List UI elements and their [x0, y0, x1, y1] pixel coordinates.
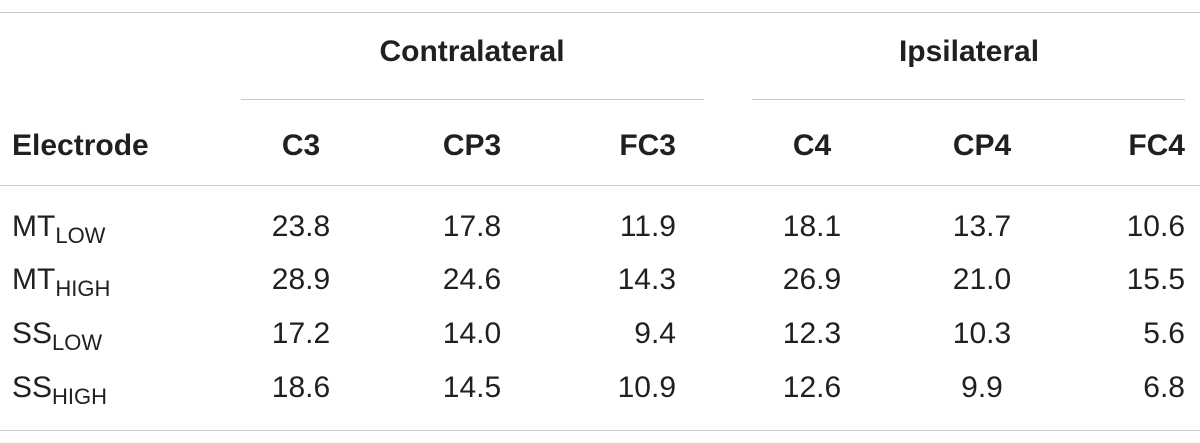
cell-cp4: 13.7 [952, 210, 1012, 243]
row-label-subscript: LOW [55, 223, 106, 248]
group-header-contralateral: Contralateral [379, 35, 565, 68]
column-header-electrode: Electrode [12, 129, 149, 162]
row-label-main: SS [12, 317, 53, 350]
column-header-c3: C3 [281, 129, 321, 162]
cell-cp3: 14.5 [442, 371, 502, 404]
cell-cp3: 17.8 [442, 210, 502, 243]
column-header-cp3: CP3 [442, 129, 502, 162]
cell-c4: 26.9 [782, 263, 842, 296]
cell-fc4: 10.6 [1126, 210, 1185, 243]
cell-c3: 23.8 [271, 210, 331, 243]
row-label-main: MT [12, 210, 56, 243]
row-label: MTLOW [12, 209, 106, 248]
cell-cp3: 24.6 [442, 263, 502, 296]
cell-c4: 12.6 [782, 371, 842, 404]
row-label: SSLOW [12, 316, 103, 355]
row-label: SSHIGH [12, 370, 108, 409]
ipsilateral-group-rule [752, 99, 1185, 100]
cell-cp4: 9.9 [961, 371, 1003, 404]
cell-c4: 18.1 [782, 210, 842, 243]
cell-c3: 18.6 [271, 371, 331, 404]
row-label-main: SS [12, 371, 53, 404]
table-bottom-rule [0, 430, 1200, 431]
column-header-fc3: FC3 [619, 129, 676, 162]
cell-fc4: 6.8 [1143, 371, 1185, 404]
column-header-fc4: FC4 [1128, 129, 1185, 162]
cell-cp4: 10.3 [952, 317, 1012, 350]
cell-cp4: 21.0 [952, 263, 1012, 296]
column-header-cp4: CP4 [952, 129, 1012, 162]
column-header-c4: C4 [792, 129, 832, 162]
cell-fc3: 11.9 [619, 210, 676, 243]
cell-c3: 17.2 [271, 317, 331, 350]
cell-fc3: 10.9 [617, 371, 676, 404]
cell-c4: 12.3 [782, 317, 842, 350]
cell-fc3: 9.4 [634, 317, 676, 350]
row-label-subscript: LOW [52, 330, 103, 355]
header-bottom-rule [0, 185, 1200, 186]
cell-cp3: 14.0 [442, 317, 502, 350]
cell-fc4: 15.5 [1126, 263, 1185, 296]
row-label-subscript: HIGH [52, 384, 108, 409]
group-header-ipsilateral: Ipsilateral [898, 35, 1040, 68]
table-top-rule [0, 12, 1200, 13]
contralateral-group-rule [241, 99, 704, 100]
cell-c3: 28.9 [271, 263, 331, 296]
cell-fc3: 14.3 [617, 263, 676, 296]
row-label-main: MT [12, 263, 56, 296]
cell-fc4: 5.6 [1143, 317, 1185, 350]
row-label-subscript: HIGH [55, 276, 111, 301]
row-label: MTHIGH [12, 262, 111, 301]
